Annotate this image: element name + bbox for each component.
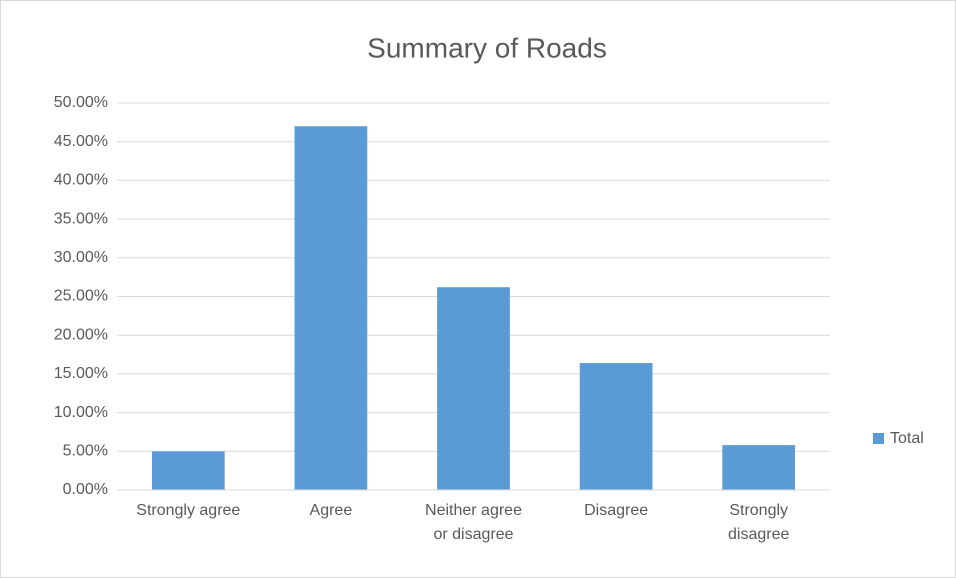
y-tick-label: 50.00% (54, 94, 108, 111)
bar (437, 287, 510, 490)
y-tick-label: 20.00% (54, 326, 108, 343)
x-tick-label: Strongly agree (136, 502, 241, 519)
y-tick-label: 15.00% (54, 365, 108, 382)
bar (722, 445, 796, 490)
y-tick-label: 30.00% (54, 249, 108, 266)
y-tick-label: 35.00% (54, 210, 108, 227)
y-tick-label: 10.00% (54, 404, 108, 421)
x-tick-label: Neither agree or disagree (425, 502, 522, 543)
y-tick-label: 45.00% (54, 133, 108, 150)
chart-title: Summary of Roads (367, 32, 607, 63)
legend-swatch (873, 433, 884, 444)
x-tick-label: Strongly disagree (728, 502, 790, 543)
y-tick-label: 0.00% (63, 481, 108, 498)
y-tick-label: 40.00% (54, 172, 108, 189)
legend-label: Total (890, 430, 924, 447)
x-tick-label: Agree (309, 502, 353, 519)
bar (294, 126, 368, 490)
x-tick-label: Disagree (584, 502, 649, 519)
bar (579, 363, 653, 490)
bar (151, 451, 225, 490)
y-tick-label: 25.00% (54, 288, 108, 305)
y-tick-label: 5.00% (63, 443, 108, 460)
